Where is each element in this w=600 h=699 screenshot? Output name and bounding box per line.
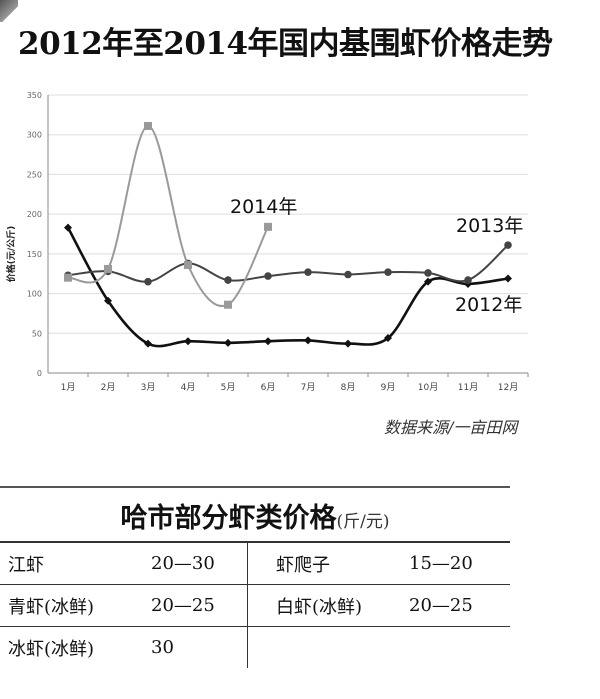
- data-point-2013: [464, 276, 472, 284]
- data-point-2012: [104, 296, 112, 305]
- shrimp-price: 20—25: [143, 584, 248, 627]
- data-point-2012: [504, 274, 512, 283]
- x-tick-label: 9月: [381, 382, 396, 393]
- x-tick-label: 3月: [141, 382, 156, 393]
- data-point-2013: [344, 270, 352, 279]
- data-point-2012: [144, 339, 152, 348]
- y-axis-label: 价格(元/公斤): [5, 226, 17, 283]
- shrimp-price: 15—20: [409, 553, 473, 574]
- data-point-2012: [344, 339, 352, 348]
- table-unit: (斤/元): [336, 512, 390, 532]
- y-tick-label: 0: [37, 369, 42, 378]
- y-tick-label: 100: [27, 290, 42, 299]
- data-point-2013: [144, 277, 152, 286]
- x-tick-label: 8月: [341, 382, 356, 393]
- x-tick-label: 6月: [261, 382, 276, 393]
- data-point-2013: [224, 276, 232, 284]
- price-table: 江虾 20—30 虾爬子 15—20 青虾(冰鲜) 20—25 白虾(冰鲜) 2…: [0, 541, 510, 668]
- table-top-rule: [0, 486, 510, 488]
- y-tick-label: 50: [32, 329, 42, 338]
- y-tick-label: 300: [27, 131, 42, 140]
- data-point-2013: [424, 269, 432, 277]
- data-point-2012: [464, 280, 472, 289]
- data-point-2012: [224, 338, 232, 347]
- y-tick-label: 350: [27, 91, 42, 100]
- shrimp-price: 20—25: [409, 595, 473, 616]
- shrimp-name: 青虾(冰鲜): [8, 596, 95, 618]
- x-tick-label: 4月: [181, 382, 196, 393]
- table-row: 青虾(冰鲜) 20—25 白虾(冰鲜) 20—25: [0, 584, 510, 627]
- x-tick-label: 7月: [301, 382, 316, 393]
- series-label-2013: 2013年: [456, 215, 523, 237]
- series-label-2012: 2012年: [455, 294, 522, 316]
- y-tick-label: 200: [27, 210, 42, 219]
- data-point-2013: [504, 241, 512, 249]
- data-point-2012: [184, 337, 192, 346]
- source-note: 数据来源/一亩田网: [384, 418, 518, 437]
- table-title: 哈市部分虾类价格(斤/元): [0, 496, 510, 535]
- data-point-2014: [264, 222, 272, 231]
- data-point-2014: [184, 260, 192, 269]
- corner-decoration: [0, 0, 18, 22]
- shrimp-name: 虾爬子: [276, 554, 330, 576]
- data-point-2013: [304, 268, 312, 276]
- shrimp-name: 冰虾(冰鲜): [8, 638, 95, 660]
- data-point-2012: [304, 336, 312, 345]
- shrimp-name: [248, 627, 402, 669]
- table-row: 冰虾(冰鲜) 30: [0, 626, 510, 669]
- line-chart: 0 50 100 150 200 250 300 350 1月 2月 3月 4月 5月 6月 7月 8月 9月 1…: [5, 91, 529, 393]
- y-tick-label: 250: [27, 170, 42, 179]
- series-line-2013: [67, 244, 509, 283]
- data-point-2013: [384, 268, 392, 276]
- shrimp-price: 30: [143, 626, 248, 668]
- data-point-2012: [424, 277, 432, 286]
- x-tick-label: 12月: [498, 382, 518, 393]
- y-tick-label: 150: [27, 250, 42, 259]
- x-tick-label: 1月: [61, 382, 76, 393]
- shrimp-name: 江虾: [8, 554, 44, 576]
- data-point-2012: [264, 337, 272, 346]
- series-line-2012: [66, 226, 509, 348]
- table-title-text: 哈市部分虾类价格: [120, 503, 337, 534]
- x-tick-label: 2月: [101, 382, 116, 393]
- data-point-2013: [264, 272, 272, 280]
- x-tick-label: 5月: [221, 382, 236, 393]
- data-point-2014: [144, 121, 152, 130]
- data-point-2014: [64, 273, 72, 282]
- table-row: 江虾 20—30 虾爬子 15—20: [0, 542, 510, 585]
- data-point-2014: [224, 300, 232, 309]
- data-point-2014: [104, 264, 112, 273]
- data-point-2012: [64, 223, 72, 232]
- data-point-2012: [384, 334, 392, 343]
- shrimp-name: 白虾(冰鲜): [276, 596, 363, 618]
- chart-title: 2012年至2014年国内基围虾价格走势: [18, 26, 553, 62]
- shrimp-price: 20—30: [143, 542, 248, 585]
- x-tick-label: 11月: [458, 382, 478, 393]
- shrimp-price: [401, 627, 510, 669]
- x-tick-label: 10月: [418, 382, 438, 393]
- series-label-2014: 2014年: [230, 196, 297, 218]
